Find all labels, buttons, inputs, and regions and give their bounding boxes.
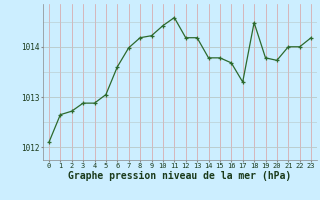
X-axis label: Graphe pression niveau de la mer (hPa): Graphe pression niveau de la mer (hPa) <box>68 171 292 181</box>
